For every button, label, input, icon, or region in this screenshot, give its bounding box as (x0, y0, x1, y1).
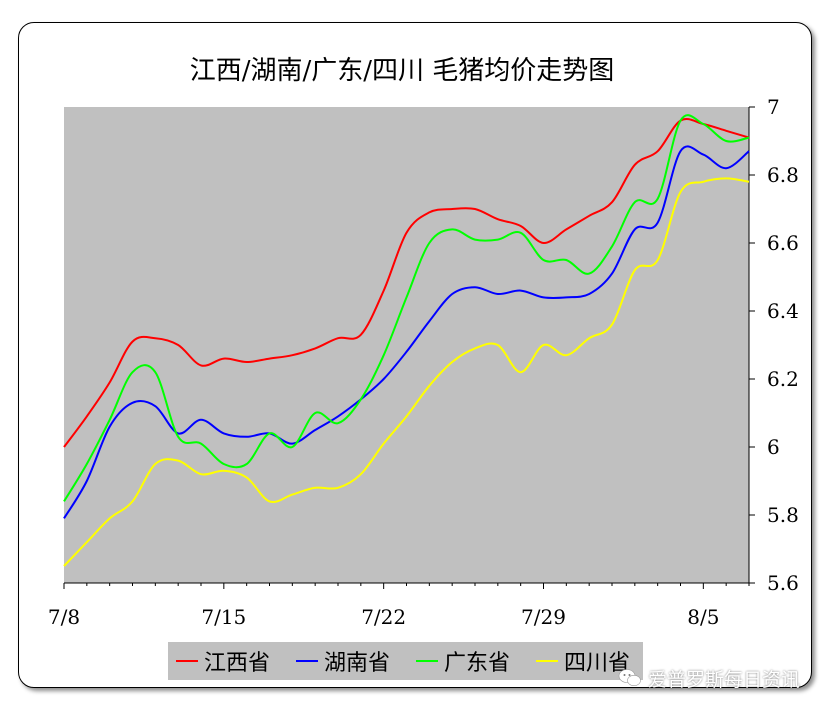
y-tick-label: 6.4 (767, 299, 799, 323)
series-line-jiangxi (63, 117, 750, 448)
x-tick-label: 7/29 (521, 605, 566, 629)
x-tick-label: 8/5 (687, 605, 719, 629)
y-tick-label: 6.8 (767, 163, 799, 187)
x-tick-label: 7/8 (48, 605, 80, 629)
y-tick-label: 6.6 (767, 231, 799, 255)
y-tick-label: 5.8 (767, 503, 799, 527)
legend-label: 广东省 (444, 651, 510, 676)
legend-box (168, 642, 643, 680)
x-tick-label: 7/22 (361, 605, 406, 629)
x-tick-label: 7/15 (201, 605, 246, 629)
y-tick-label: 5.6 (767, 571, 799, 595)
legend-label: 四川省 (564, 651, 630, 676)
y-tick-label: 7 (767, 95, 780, 119)
watermark: 爱普罗斯每日资讯 (618, 664, 800, 692)
chart-title: 江西/湖南/广东/四川 毛猪均价走势图 (190, 56, 615, 86)
plot-area (64, 107, 749, 583)
y-tick-label: 6 (767, 435, 780, 459)
legend-label: 江西省 (204, 651, 270, 676)
series-line-hunan (63, 145, 750, 519)
series-line-sichuan (63, 177, 750, 567)
wechat-icon (618, 669, 641, 686)
y-tick-label: 6.2 (767, 367, 799, 391)
series-line-guangdong (63, 114, 750, 502)
legend-label: 湖南省 (324, 651, 390, 676)
watermark-text: 爱普罗斯每日资讯 (648, 668, 801, 691)
